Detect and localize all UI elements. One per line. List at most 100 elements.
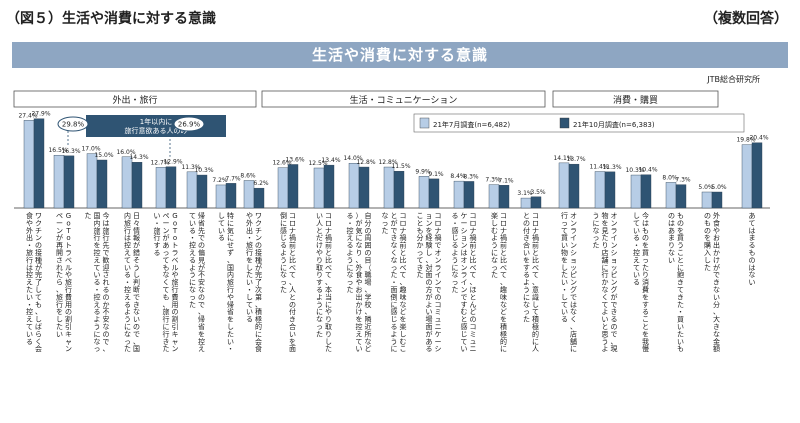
bar-value-label: 7.2% (212, 177, 228, 184)
bar-value-label: 11.3% (602, 164, 621, 171)
category-label-char: 大 (713, 315, 720, 324)
category-label-char: は (749, 227, 756, 235)
category-label-char: て (218, 219, 225, 227)
category-label-char: 旅 (154, 226, 161, 235)
category-label-char: 控 (94, 292, 101, 301)
category-label-char: 面 (289, 345, 296, 353)
category-label-char: は (570, 301, 577, 309)
category-label-char: か (417, 242, 424, 250)
bar (498, 185, 510, 209)
category-label-char: っ (523, 308, 530, 316)
category-label-char: た (677, 301, 684, 309)
category-label-char: よ (426, 301, 433, 309)
bar (594, 171, 606, 209)
category-label-char: か (713, 249, 720, 257)
bar (463, 181, 475, 209)
bar (53, 154, 65, 209)
category-label-char: い (26, 293, 33, 301)
category-label-char: と (532, 249, 539, 257)
category-label-char: や (713, 227, 720, 235)
category-label-char: な (668, 249, 675, 257)
category-label-char: 前 (289, 241, 296, 250)
category-label-char: オ (435, 249, 442, 257)
category-label-char: に (347, 264, 354, 272)
category-label-char: 了 (35, 279, 42, 287)
category-label-char: ピ (611, 271, 618, 279)
bar-value-label: 10.4% (638, 167, 657, 174)
bar-value-label: 14.0% (343, 155, 362, 162)
category-label-char: が (56, 233, 63, 242)
category-label-char: ロ (470, 219, 477, 227)
bar (665, 182, 677, 209)
category-label-char: 分 (365, 218, 372, 227)
category-label-char: に (523, 293, 530, 301)
category-label-char: ロ (325, 219, 332, 227)
bar-value-label: 3.1% (517, 190, 533, 197)
category-label-char: 比 (470, 255, 477, 264)
category-label-char: 、 (255, 301, 262, 309)
category-label-char: ペ (56, 212, 63, 220)
category-label-char: 思 (602, 330, 609, 338)
category-label-char: 旅 (26, 248, 33, 257)
category-label-char: グ (611, 285, 618, 294)
category-label-char: く (570, 316, 577, 324)
category-label-char: と (461, 316, 468, 324)
category-label-char: の (523, 219, 530, 227)
category-label-char: し (426, 249, 433, 257)
category-label-char: 旅 (163, 307, 170, 316)
category-label-char: 内 (94, 218, 101, 227)
category-label-char: え (189, 249, 196, 257)
category-label-char: 行 (163, 329, 170, 338)
category-label-char: う (677, 242, 684, 250)
category-label-char: す (316, 279, 323, 287)
bar (675, 184, 687, 209)
category-label-char: 禍 (435, 233, 442, 242)
category-label-char: 分 (713, 300, 720, 309)
bar-value-label: 5.0% (698, 184, 714, 191)
category-label-char: や (246, 212, 253, 220)
category-label-char: で (133, 330, 140, 338)
category-label-char: の (704, 212, 711, 220)
category-label-char: 情 (133, 226, 140, 235)
category-label-char: る (391, 323, 398, 331)
category-label-char: う (452, 256, 459, 264)
category-label-char: ベ (172, 256, 179, 264)
category-label-char: し (325, 338, 332, 346)
category-label-char: 、 (570, 323, 577, 331)
category-label-char: 面 (391, 286, 398, 294)
category-label-char: の (668, 212, 675, 220)
category-label-char: 、 (532, 279, 539, 287)
bar-value-label: 8.4% (450, 173, 466, 180)
category-label-char: （ (365, 264, 372, 272)
category-label-char: も (677, 345, 684, 353)
category-label-char: ら (35, 330, 42, 338)
category-label-char: ロ (532, 219, 539, 227)
category-label-char: 前 (500, 241, 507, 250)
category-label-char: け (356, 308, 363, 316)
category-label-char: コ (435, 212, 442, 220)
category-label-char: こ (400, 345, 407, 353)
bar (393, 170, 405, 209)
category-label-char: 旅 (65, 278, 72, 287)
category-label-char: 合 (289, 322, 296, 331)
legend-box (413, 113, 745, 133)
category-label-char: 内 (124, 211, 131, 220)
category-label-char: 周 (365, 234, 372, 242)
bar (568, 163, 580, 209)
category-label-char: 行 (602, 270, 609, 279)
category-label-char: キ (65, 330, 72, 338)
category-label-char: た (523, 316, 530, 324)
category-label-char: が (35, 263, 42, 272)
category-label-char: て (163, 286, 170, 294)
category-label-char: シ (461, 227, 468, 235)
category-label-char: い (602, 316, 609, 324)
category-label-char: な (400, 301, 407, 309)
category-label-char: て (633, 264, 640, 272)
category-label-char: の (611, 323, 618, 331)
category-label-char: て (500, 271, 507, 279)
category-label-char: る (611, 316, 618, 324)
category-label-char: 費 (65, 292, 72, 301)
bar-value-label: 12.8% (356, 159, 375, 166)
category-label-char: た (347, 286, 354, 294)
category-label-char: を (56, 308, 63, 316)
